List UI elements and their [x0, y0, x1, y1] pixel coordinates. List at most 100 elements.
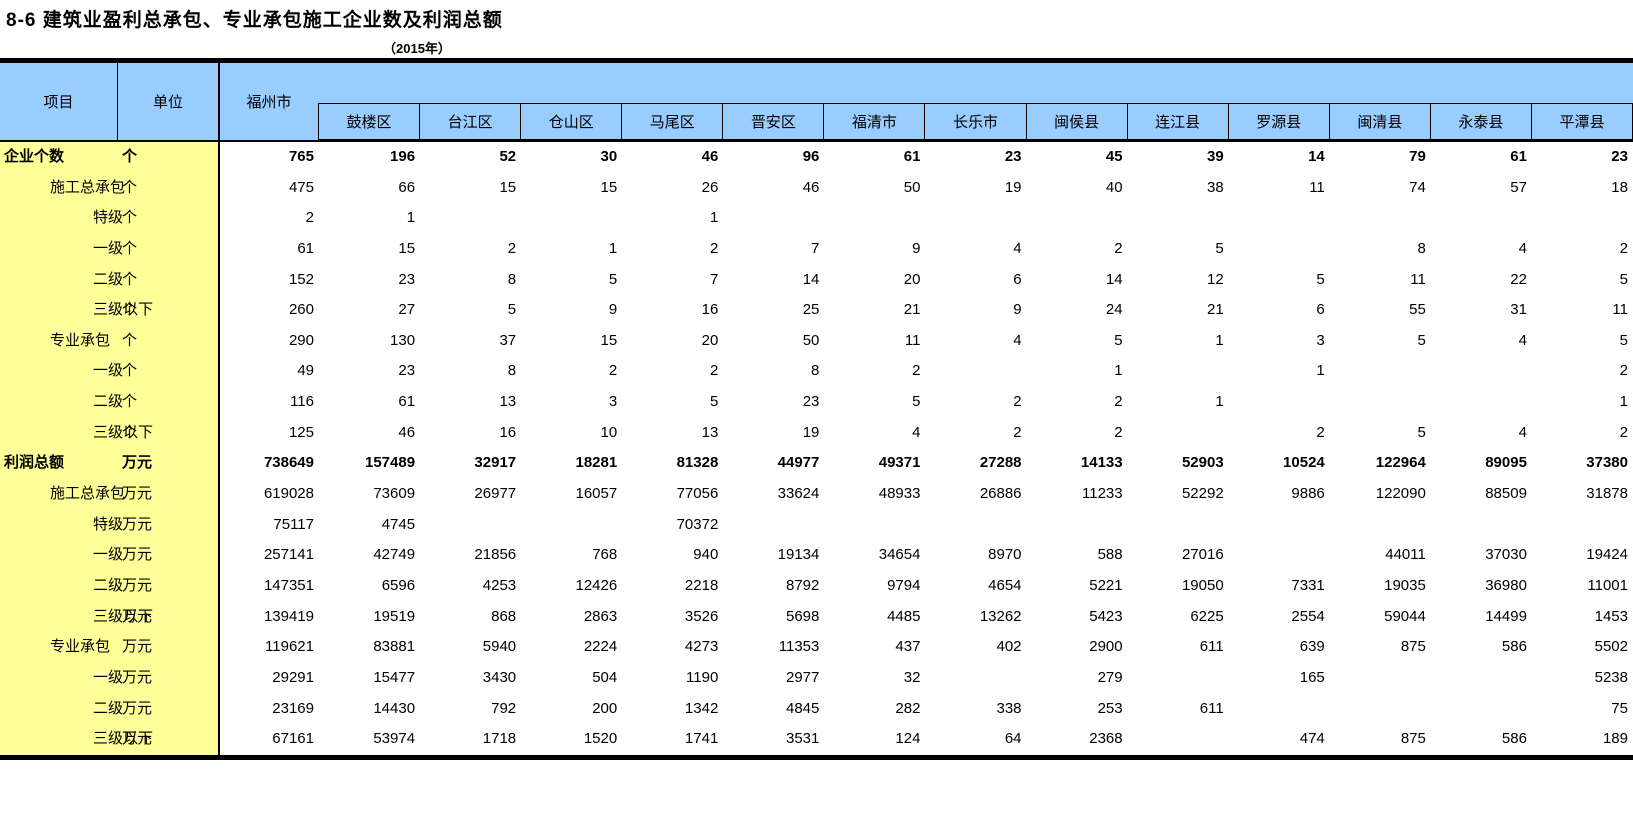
row-unit: 个 [122, 209, 138, 227]
row-unit: 万元 [122, 515, 153, 533]
row-values: 49 23 8 2 2 8 2 1 1 2 [220, 356, 1633, 387]
cell-value: 2 [1619, 362, 1628, 380]
cell-value: 3 [608, 393, 618, 411]
cell-value: 19519 [373, 607, 416, 625]
row-values: 290 130 37 15 20 50 11 4 5 1 3 5 4 5 [220, 326, 1633, 357]
header-district: 仓山区 [520, 103, 623, 140]
cell-value [1027, 510, 1128, 541]
cell-value: 165 [1299, 668, 1325, 686]
cell-value: 2900 [1089, 638, 1123, 656]
cell-value: 12 [1207, 270, 1224, 288]
row-label: 专业承包 [50, 638, 111, 656]
cell-value [420, 510, 521, 541]
row-unit: 万元 [122, 454, 153, 472]
cell-value: 19 [802, 423, 820, 441]
cell-value [1128, 724, 1229, 755]
header-district: 台江区 [419, 103, 522, 140]
header-district: 晋安区 [722, 103, 825, 140]
cell-value: 20 [903, 270, 921, 288]
row-values: 475 66 15 15 26 46 50 19 40 38 11 74 57 18 [220, 173, 1633, 204]
row-values: 67161 53974 1718 1520 1741 3531 124 64 2368 474 87… [220, 724, 1633, 755]
cell-value [723, 203, 824, 234]
cell-value [1128, 203, 1229, 234]
header-district: 长乐市 [924, 103, 1027, 140]
cell-value: 61 [398, 393, 416, 411]
table-row: 一级 万元 257141 42749 21856 768 940 19134 34654 8970… [0, 540, 1633, 571]
table-body: 企业个数个 765 196 52 30 46 96 61 23 45 39 14 79 61 23 施工总承包… [0, 142, 1633, 755]
row-label: 三级以下 [93, 730, 154, 748]
row-unit: 个 [122, 239, 138, 257]
cell-value [521, 510, 622, 541]
cell-value: 189 [1602, 730, 1628, 748]
cell-value: 2 [1013, 423, 1022, 441]
cell-value: 59044 [1384, 607, 1426, 625]
cell-value: 611 [1199, 638, 1224, 656]
cell-value: 2977 [786, 668, 820, 686]
cell-value: 61 [1510, 148, 1527, 165]
cell-value: 73609 [373, 485, 416, 503]
header-district: 闽侯县 [1025, 103, 1128, 140]
cell-value: 3531 [786, 730, 820, 748]
row-label: 施工总承包 [50, 178, 126, 196]
cell-value [1330, 387, 1431, 418]
cell-value: 37 [499, 331, 517, 349]
cell-value: 4745 [381, 515, 416, 533]
cell-value: 14133 [1080, 454, 1123, 472]
cell-value: 7331 [1291, 576, 1325, 594]
cell-value: 21 [1207, 301, 1224, 319]
cell-value: 16 [701, 301, 719, 319]
cell-value: 11 [1612, 301, 1628, 319]
cell-value: 96 [802, 148, 820, 165]
cell-value: 940 [693, 546, 719, 564]
header-district: 福清市 [823, 103, 926, 140]
cell-value: 36980 [1485, 576, 1527, 594]
row-values: 125 46 16 10 13 19 4 2 2 2 5 4 2 [220, 418, 1633, 449]
row-unit: 个 [122, 423, 138, 441]
table-row: 一级个 61 15 2 1 2 7 9 4 2 5 8 4 2 [0, 234, 1633, 265]
row-label: 二级 [93, 576, 124, 594]
row-values: 765 196 52 30 46 96 61 23 45 39 14 79 61 23 [220, 142, 1633, 173]
cell-value: 18281 [575, 454, 618, 472]
cell-value: 23 [1004, 148, 1022, 165]
cell-value: 66 [398, 178, 416, 196]
cell-value: 7 [811, 239, 820, 257]
cell-value: 18 [1611, 178, 1628, 196]
cell-value: 5 [1316, 270, 1325, 288]
cell-value: 1190 [686, 668, 719, 686]
cell-value: 11001 [1587, 576, 1628, 594]
cell-value: 2 [1619, 423, 1628, 441]
cell-value: 46 [398, 423, 416, 441]
cell-value [1229, 694, 1330, 725]
cell-value: 474 [1299, 730, 1325, 748]
cell-value: 768 [592, 546, 618, 564]
cell-value: 119621 [265, 638, 314, 656]
cell-value: 16 [499, 423, 517, 441]
cell-value: 5940 [482, 638, 517, 656]
cell-value: 14430 [373, 699, 416, 717]
cell-value: 42749 [373, 546, 416, 564]
row-unit: 万元 [122, 668, 153, 686]
cell-value: 19035 [1384, 576, 1426, 594]
cell-value: 32917 [474, 454, 517, 472]
cell-value: 1520 [583, 730, 618, 748]
cell-value [1330, 203, 1431, 234]
cell-value: 279 [1097, 668, 1123, 686]
cell-value: 1342 [684, 699, 719, 717]
cell-value: 11233 [1082, 485, 1123, 503]
cell-value [925, 203, 1026, 234]
cell-value: 8 [1417, 239, 1426, 257]
cell-value: 19134 [777, 546, 820, 564]
cell-value: 253 [1097, 699, 1123, 717]
cell-value: 19050 [1181, 576, 1224, 594]
cell-value: 44977 [777, 454, 820, 472]
cell-value: 4845 [786, 699, 820, 717]
row-unit: 个 [122, 393, 138, 411]
cell-value [925, 356, 1026, 387]
cell-value: 26886 [979, 485, 1022, 503]
header-unit-column: 单位 [118, 63, 220, 140]
cell-value: 475 [288, 178, 314, 196]
cell-value: 124 [895, 730, 921, 748]
table-rows: 企业个数个 765 196 52 30 46 96 61 23 45 39 14 79 61 23 施工总承包… [0, 142, 1633, 755]
cell-value: 37380 [1586, 454, 1628, 472]
header-district: 罗源县 [1227, 103, 1330, 140]
